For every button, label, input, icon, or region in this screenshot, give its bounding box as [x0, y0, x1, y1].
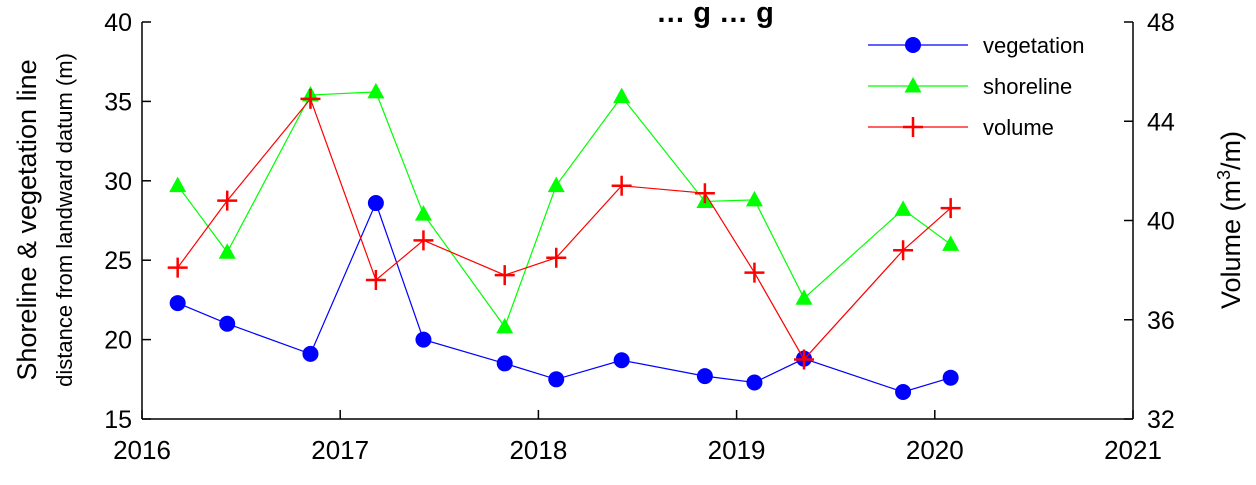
chart-title: … g … g [656, 0, 774, 29]
data-point-shoreline [169, 176, 187, 193]
right-axis-label-main: Volume (m [1216, 180, 1246, 309]
data-point-shoreline [745, 190, 763, 207]
data-point-volume [793, 349, 814, 370]
data-point-vegetation [613, 352, 630, 369]
data-point-vegetation [746, 374, 763, 391]
right-tick-label: 40 [1147, 208, 1175, 236]
data-point-volume [546, 247, 567, 268]
data-point-shoreline [613, 87, 631, 104]
legend-item-shoreline: shoreline [868, 74, 1072, 99]
data-point-volume [217, 190, 238, 211]
data-point-shoreline [218, 243, 236, 259]
data-point-vegetation [696, 368, 713, 385]
data-point-shoreline [894, 200, 912, 216]
data-point-vegetation [219, 315, 236, 332]
data-point-shoreline [942, 235, 960, 251]
right-axis-label: Volume (m3/m) [1214, 131, 1246, 309]
series-layer [167, 82, 961, 401]
data-point-vegetation [367, 195, 384, 212]
data-point-vegetation [302, 345, 319, 362]
data-point-vegetation [895, 384, 912, 401]
legend-label: shoreline [983, 74, 1072, 99]
legend-item-vegetation: vegetation [868, 33, 1085, 58]
series-line-shoreline [177, 91, 952, 329]
data-point-volume [167, 257, 188, 278]
data-point-shoreline [414, 205, 432, 221]
data-point-shoreline [547, 176, 565, 193]
x-tick-label: 2021 [1104, 435, 1162, 465]
right-tick-label: 36 [1147, 307, 1175, 335]
left-tick-label: 25 [104, 247, 132, 275]
data-point-volume [940, 198, 961, 219]
ticks-layer: 2016 2017 2018 2019 2020 2021 15 20 25 30 35 40 32 36… [104, 9, 1175, 465]
series-line-volume [177, 97, 952, 361]
series-line-vegetation [177, 201, 951, 393]
right-tick-label: 32 [1147, 406, 1175, 434]
data-point-shoreline [795, 289, 813, 305]
legend-marker-vegetation [905, 37, 921, 53]
legend-item-volume: volume [868, 115, 1054, 140]
left-axis-sublabel: distance from landward datum (m) [52, 53, 77, 387]
data-point-vegetation [942, 369, 959, 386]
data-point-volume [893, 240, 914, 261]
x-tick-label: 2020 [906, 435, 964, 465]
left-tick-label: 40 [104, 9, 132, 37]
data-point-vegetation [496, 355, 513, 372]
series-vegetation [169, 195, 959, 401]
x-tick-label: 2019 [708, 435, 766, 465]
x-tick-label: 2016 [113, 435, 171, 465]
legend-label: volume [983, 115, 1054, 140]
data-point-volume [611, 175, 632, 196]
series-shoreline [169, 82, 960, 334]
data-point-volume [744, 262, 765, 283]
right-axis-label-sup: 3 [1214, 170, 1234, 180]
left-tick-label: 30 [104, 168, 132, 196]
series-volume [167, 88, 961, 370]
left-tick-label: 15 [104, 406, 132, 434]
right-tick-label: 44 [1147, 108, 1175, 136]
legend: vegetation shoreline volume [868, 33, 1085, 140]
left-tick-label: 20 [104, 327, 132, 355]
data-point-shoreline [496, 317, 514, 334]
data-point-vegetation [415, 331, 432, 348]
data-point-volume [365, 270, 386, 291]
data-point-vegetation [169, 295, 186, 312]
x-tick-label: 2017 [311, 435, 369, 465]
data-point-volume [300, 88, 321, 109]
legend-label: vegetation [983, 33, 1085, 58]
right-axis-label-end: /m) [1216, 131, 1246, 170]
data-point-vegetation [548, 371, 565, 388]
data-point-shoreline [367, 82, 385, 99]
data-point-volume [413, 230, 434, 251]
right-tick-label: 48 [1147, 9, 1175, 37]
left-tick-label: 35 [104, 88, 132, 116]
data-point-volume [494, 265, 515, 286]
left-axis-label: Shoreline & vegetation line [12, 59, 42, 380]
legend-marker-volume [903, 117, 923, 137]
data-point-volume [694, 183, 715, 204]
x-tick-label: 2018 [509, 435, 567, 465]
legend-marker-shoreline [904, 77, 922, 93]
